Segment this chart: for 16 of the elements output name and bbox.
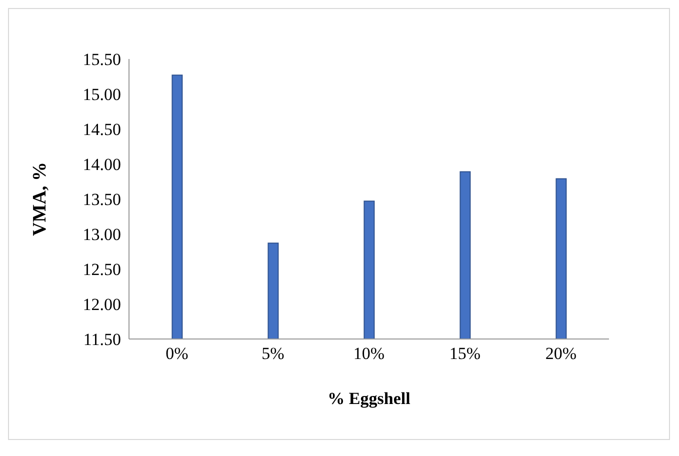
y-tick-label: 15.50 xyxy=(82,50,121,70)
y-tick-label: 15.00 xyxy=(82,85,121,104)
y-tick-label: 14.50 xyxy=(82,120,121,140)
y-tick-label: 13.00 xyxy=(82,225,121,244)
x-tick-label: 5% xyxy=(262,344,284,364)
x-tick-label: 20% xyxy=(545,344,577,364)
x-tick-label: 10% xyxy=(353,344,385,364)
y-axis-title: VMA, % xyxy=(30,162,51,236)
x-axis-title: % Eggshell xyxy=(328,389,411,408)
y-tick-label: 12.50 xyxy=(82,260,121,280)
y-tick-label: 13.50 xyxy=(82,190,121,210)
y-tick-label: 11.50 xyxy=(83,330,121,350)
y-tick-label: 14.00 xyxy=(82,155,121,174)
x-tick-label: 15% xyxy=(449,344,481,364)
y-tick-label: 12.00 xyxy=(82,295,121,314)
x-tick-label: 0% xyxy=(166,344,188,364)
